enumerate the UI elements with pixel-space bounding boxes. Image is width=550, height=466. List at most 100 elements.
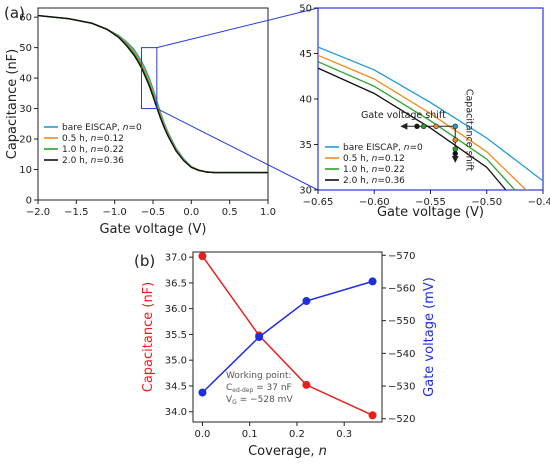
y-tick-label: 10 [19,165,32,176]
y-tick-label: 50 [19,43,32,54]
series-line-3 [318,67,507,190]
x-axis-label: Coverage, n [248,444,327,459]
x-axis-label: Gate voltage (V) [99,222,206,237]
legend-entry-var: n [372,165,378,175]
y-tick-label: 40 [19,74,32,85]
series-line-1 [318,54,527,190]
x-tick-label: −0.5 [141,207,165,218]
x-tick-label: −0.45 [528,197,550,208]
series-point-1 [255,333,264,341]
series-point-0 [198,252,207,261]
x-axis-label-var: n [319,444,327,459]
y-tick-label: 35.5 [165,330,187,341]
legend-entry-suffix: =0.12 [96,134,124,144]
y-right-tick-label: −550 [388,316,415,327]
annotation-line: Ced-dep = 37 nF [226,383,292,394]
x-tick-label: 0.2 [289,429,305,440]
legend-entry: 1.0 h, n=0.22 [62,145,124,155]
y-tick-label: 50 [299,4,312,15]
y-right-tick-label: −560 [388,283,415,294]
legend-entry-prefix: bare EISCAP, [62,123,123,133]
legend-entry: 2.0 h, n=0.36 [343,176,405,186]
series-line-1 [201,280,373,394]
zoom-connector-bottom [156,108,319,191]
x-tick-label: −0.65 [303,197,334,208]
x-tick-label: 0.1 [242,429,258,440]
legend-entry: bare EISCAP, n=0 [343,143,423,153]
plot-frame [37,7,269,201]
legend-entry-suffix: =0 [410,143,424,153]
plot-frame [192,251,383,423]
legend-entry-prefix: 0.5 h, [62,134,91,144]
annotation-line: Working point: [226,371,292,381]
x-tick-label: −0.60 [359,197,390,208]
panel-a-label: (a) [4,4,25,22]
cap-shift-label: Capacitance shift [463,89,474,172]
legend-entry-var: n [91,145,97,155]
legend-entry: 1.0 h, n=0.22 [343,165,405,175]
y-tick-label: 37.0 [165,253,187,264]
y-tick-label: 30 [19,104,32,115]
y-axis-label: Capacitance (nF) [141,282,156,392]
series-line-0 [318,46,543,182]
y-right-tick-label: −540 [388,349,415,360]
annotation-c: C [226,383,232,393]
y-tick-label: 60 [19,13,32,24]
y-right-tick-label: −520 [388,414,415,425]
y-right-axis-label: Gate voltage (mV) [422,277,437,397]
legend-entry-suffix: =0 [129,123,143,133]
y-right-tick-label: −570 [388,251,415,262]
annotation-v: V [226,395,233,405]
x-tick-label: 0.3 [336,429,352,440]
legend-entry-suffix: =0.22 [377,165,405,175]
working-point-marker-2 [421,123,427,130]
legend-entry-prefix: 1.0 h, [62,145,91,155]
legend-entry-suffix: =0.36 [96,156,124,166]
y-tick-label: 36.0 [165,304,187,315]
legend-entry: 0.5 h, n=0.12 [343,154,405,164]
legend-entry-prefix: 2.0 h, [343,176,372,186]
annotation-v-val: = −528 mV [237,395,294,405]
legend-entry-prefix: bare EISCAP, [343,143,404,153]
working-point-marker-5 [452,146,458,152]
panel-b-label: (b) [134,252,155,270]
annotation-line: VG = −528 mV [226,395,293,406]
y-tick-label: 35 [299,140,312,151]
series-point-1 [368,277,377,286]
y-tick-label: 45 [299,49,312,60]
zoom-connector-top [156,7,319,49]
x-tick-label: −1.5 [64,207,88,218]
series-group [318,46,543,190]
legend-entry-suffix: =0.36 [377,176,405,186]
series-line-3 [37,14,268,174]
x-tick-label: −1.0 [103,207,127,218]
legend-entry-prefix: 1.0 h, [343,165,372,175]
legend-entry-var: n [123,123,129,133]
y-axis-label: Capacitance (nF) [5,49,20,159]
zoom-box [141,47,158,110]
x-tick-label: −0.50 [471,197,502,208]
chart-b: 0.0 0.1 0.2 0.3 34.0 34.5 35.0 35.5 36.0 36.5 37.0… [141,251,437,459]
annotation-c-sub: ed-dep [232,387,253,394]
legend-entry: 0.5 h, n=0.12 [62,134,124,144]
legend-entry-prefix: 0.5 h, [343,154,372,164]
gate-shift-label: Gate voltage shift [361,110,446,121]
series-point-0 [302,380,311,389]
y-tick-label: 30 [299,186,312,197]
y-tick-label: 34.0 [165,407,187,418]
legend-entry-suffix: =0.22 [96,145,124,155]
x-tick-label: −0.55 [415,197,446,208]
x-tick-label: 0.5 [222,207,238,218]
x-tick-label: 1.0 [260,207,276,218]
legend-entry-suffix: =0.12 [377,154,405,164]
x-tick-label: −2.0 [26,207,50,218]
series-point-1 [302,297,311,306]
series-line-0 [201,255,373,416]
x-axis-label: Gate voltage (V) [377,205,484,220]
legend-entry-var: n [91,156,97,166]
chart-a-main: −2.0 −1.5 −1.0 −0.5 0.0 0.5 1.0 0 10 20 30 40 50 60 Ga… [5,7,276,237]
working-point-marker-3 [414,123,420,130]
working-point-marker-4 [452,137,458,143]
